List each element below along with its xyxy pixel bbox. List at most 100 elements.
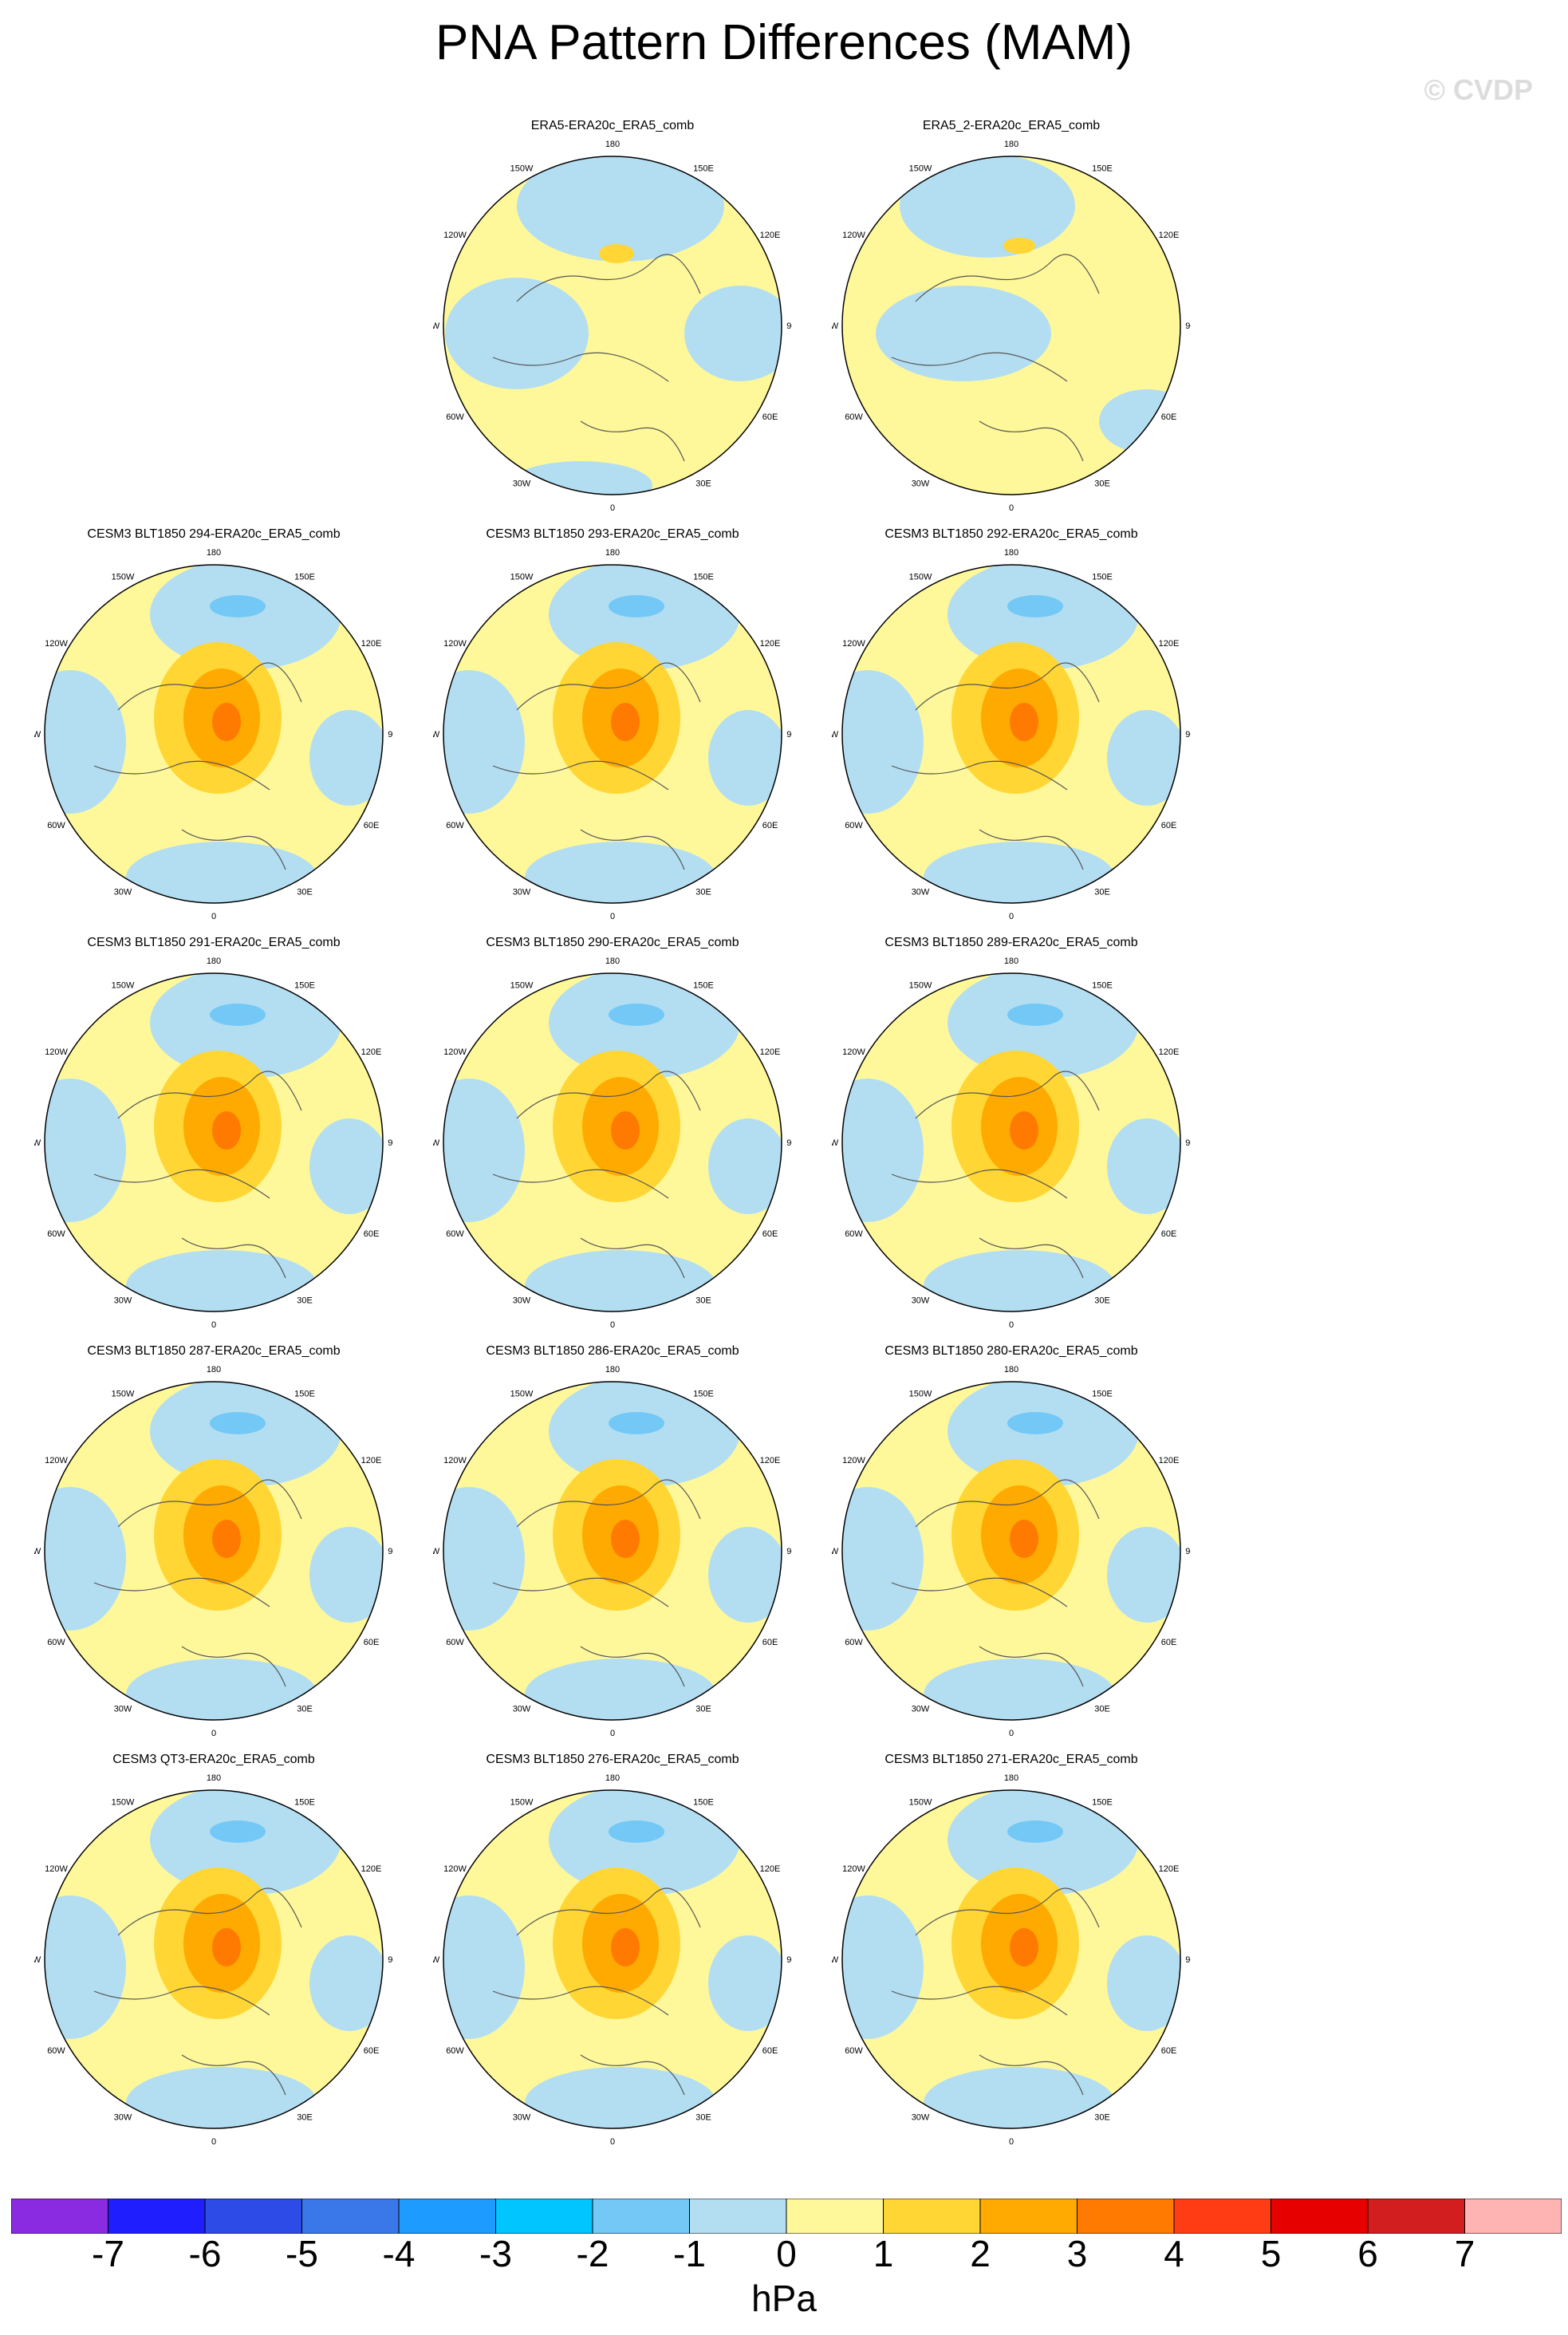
negative-anomaly-region bbox=[443, 1895, 525, 2039]
coastlines bbox=[93, 662, 302, 870]
panel-title: ERA5_2-ERA20c_ERA5_comb bbox=[922, 119, 1101, 132]
longitude-label: 0 bbox=[1009, 1729, 1014, 1738]
longitude-label: 180 bbox=[207, 956, 221, 966]
longitude-label: 60E bbox=[1161, 1638, 1177, 1647]
coastlines bbox=[93, 1887, 302, 2096]
colorbar bbox=[11, 2199, 1562, 2234]
coastlines bbox=[891, 662, 1100, 870]
map-border bbox=[44, 1789, 384, 2129]
longitude-label: 120E bbox=[760, 1047, 781, 1057]
longitude-label: 60E bbox=[364, 1229, 380, 1239]
map-border bbox=[44, 564, 384, 904]
longitude-label: 30W bbox=[912, 1296, 930, 1306]
colorbar-tick-label: 5 bbox=[1260, 2233, 1282, 2274]
longitude-label: 90W bbox=[433, 730, 440, 740]
colorbar-segment bbox=[1271, 2199, 1369, 2234]
longitude-label: 30E bbox=[1094, 1705, 1110, 1714]
colorbar-segment bbox=[301, 2199, 400, 2234]
longitude-label: 90W bbox=[832, 321, 839, 331]
longitude-label: 30W bbox=[912, 888, 930, 897]
longitude-label: 120E bbox=[1159, 1047, 1180, 1057]
map-border bbox=[443, 564, 782, 904]
colorbar-tick-label: -3 bbox=[479, 2233, 512, 2274]
longitude-label: 150E bbox=[693, 1390, 714, 1399]
colorbar-tick-label: 2 bbox=[970, 2233, 991, 2274]
colorbar-ticks: -7 -6 -5 -4 -3 -2 -1 0 1 2 3 4 5 6 7 bbox=[11, 2231, 1562, 2279]
longitude-label: 30W bbox=[114, 888, 132, 897]
colorbar-segment bbox=[1367, 2199, 1465, 2234]
longitude-label: 60E bbox=[1161, 412, 1177, 422]
negative-anomaly-region bbox=[842, 1487, 924, 1631]
longitude-label: 120E bbox=[1159, 639, 1180, 649]
negative-anomaly-region bbox=[708, 1527, 782, 1623]
negative-anomaly-region bbox=[509, 461, 652, 495]
longitude-label: 120W bbox=[45, 1047, 68, 1057]
coastlines bbox=[891, 1479, 1100, 1687]
figure-title: PNA Pattern Differences (MAM) bbox=[435, 15, 1133, 70]
longitude-label: 180 bbox=[1004, 548, 1018, 558]
positive-anomaly-peak bbox=[611, 703, 640, 741]
longitude-label: 90W bbox=[433, 1138, 440, 1148]
negative-anomaly-region bbox=[842, 670, 924, 814]
positive-anomaly-peak bbox=[1010, 1520, 1038, 1558]
panel-title: CESM3 BLT1850 294-ERA20c_ERA5_comb bbox=[87, 527, 341, 541]
negative-anomaly-region bbox=[445, 278, 589, 389]
colorbar-units: hPa bbox=[751, 2278, 817, 2319]
longitude-label: 120E bbox=[361, 639, 382, 649]
panel-title: CESM3 BLT1850 289-ERA20c_ERA5_comb bbox=[884, 936, 1138, 949]
longitude-label: 150E bbox=[1092, 1798, 1113, 1808]
map-panel: CESM3 BLT1850 276-ERA20c_ERA5_comb 180 150… bbox=[433, 1752, 792, 2151]
negative-anomaly-core bbox=[1007, 1412, 1063, 1434]
longitude-label: 180 bbox=[1004, 1773, 1018, 1783]
longitude-label: 0 bbox=[1009, 1320, 1014, 1330]
map-border bbox=[841, 156, 1181, 495]
longitude-label: 30E bbox=[695, 1705, 711, 1714]
longitude-label: 0 bbox=[211, 912, 216, 921]
longitude-label: 120W bbox=[45, 639, 68, 649]
map-border bbox=[841, 972, 1181, 1312]
positive-anomaly-region bbox=[1003, 238, 1035, 254]
negative-anomaly-core bbox=[210, 595, 266, 617]
longitude-label: 150E bbox=[294, 1798, 315, 1808]
longitude-label: 120E bbox=[760, 1456, 781, 1465]
coastlines bbox=[492, 1887, 701, 2096]
longitude-label: 30W bbox=[912, 1705, 930, 1714]
longitude-label: 60E bbox=[364, 1638, 380, 1647]
longitude-label: 180 bbox=[605, 956, 620, 966]
longitude-label: 180 bbox=[1004, 956, 1018, 966]
negative-anomaly-region bbox=[443, 1487, 525, 1631]
longitude-label: 150E bbox=[1092, 164, 1113, 174]
coastlines bbox=[492, 1071, 701, 1279]
coastlines bbox=[891, 254, 1100, 462]
negative-anomaly-region bbox=[900, 156, 1075, 258]
longitude-label: 150W bbox=[510, 164, 534, 174]
longitude-label: 90W bbox=[832, 1955, 839, 1965]
map-border bbox=[443, 1789, 782, 2129]
positive-anomaly-region bbox=[599, 244, 634, 263]
longitude-label: 30W bbox=[912, 2113, 930, 2123]
longitude-label: 30E bbox=[695, 888, 711, 897]
panel-title: CESM3 BLT1850 287-ERA20c_ERA5_comb bbox=[87, 1344, 341, 1358]
longitude-label: 60E bbox=[1161, 2046, 1177, 2056]
polar-map: 180 150E 120E 90E 60E 30E 0 30W 60W 90W 120W 150W bbox=[832, 548, 1191, 921]
longitude-label: 60W bbox=[446, 412, 464, 422]
longitude-label: 180 bbox=[207, 548, 221, 558]
longitude-label: 90W bbox=[34, 1138, 41, 1148]
colorbar-tick-label: -2 bbox=[576, 2233, 609, 2274]
longitude-label: 30W bbox=[114, 1296, 132, 1306]
panel-title: CESM3 BLT1850 292-ERA20c_ERA5_comb bbox=[884, 527, 1138, 541]
panel-title: CESM3 BLT1850 276-ERA20c_ERA5_comb bbox=[486, 1753, 739, 1766]
longitude-label: 150E bbox=[294, 981, 315, 991]
longitude-label: 60W bbox=[845, 1229, 863, 1239]
longitude-label: 120W bbox=[45, 1864, 68, 1874]
map-border bbox=[44, 972, 384, 1312]
longitude-label: 60W bbox=[47, 1638, 65, 1647]
polar-map: 180 150E 120E 90E 60E 30E 0 30W 60W 90W 120W 150W bbox=[34, 1773, 393, 2147]
polar-map: 180 150E 120E 90E 60E 30E 0 30W 60W 90W 120W 150W bbox=[34, 956, 393, 1330]
longitude-label: 60E bbox=[762, 1229, 778, 1239]
longitude-label: 150E bbox=[294, 1390, 315, 1399]
negative-anomaly-core bbox=[1007, 595, 1063, 617]
negative-anomaly-region bbox=[45, 1079, 126, 1222]
positive-anomaly-peak bbox=[611, 1520, 640, 1558]
negative-anomaly-region bbox=[45, 1895, 126, 2039]
